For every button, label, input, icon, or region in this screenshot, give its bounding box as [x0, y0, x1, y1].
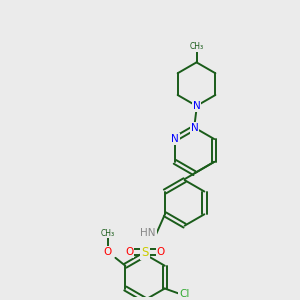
Text: CH₃: CH₃	[100, 229, 115, 238]
Text: N: N	[191, 123, 198, 133]
Text: O: O	[125, 248, 133, 257]
Text: Cl: Cl	[179, 290, 190, 299]
Text: N: N	[193, 101, 200, 111]
Text: HN: HN	[140, 228, 156, 238]
Text: CH₃: CH₃	[190, 42, 204, 51]
Text: O: O	[157, 248, 165, 257]
Text: O: O	[103, 247, 112, 257]
Text: N: N	[171, 134, 179, 144]
Text: S: S	[141, 246, 149, 259]
